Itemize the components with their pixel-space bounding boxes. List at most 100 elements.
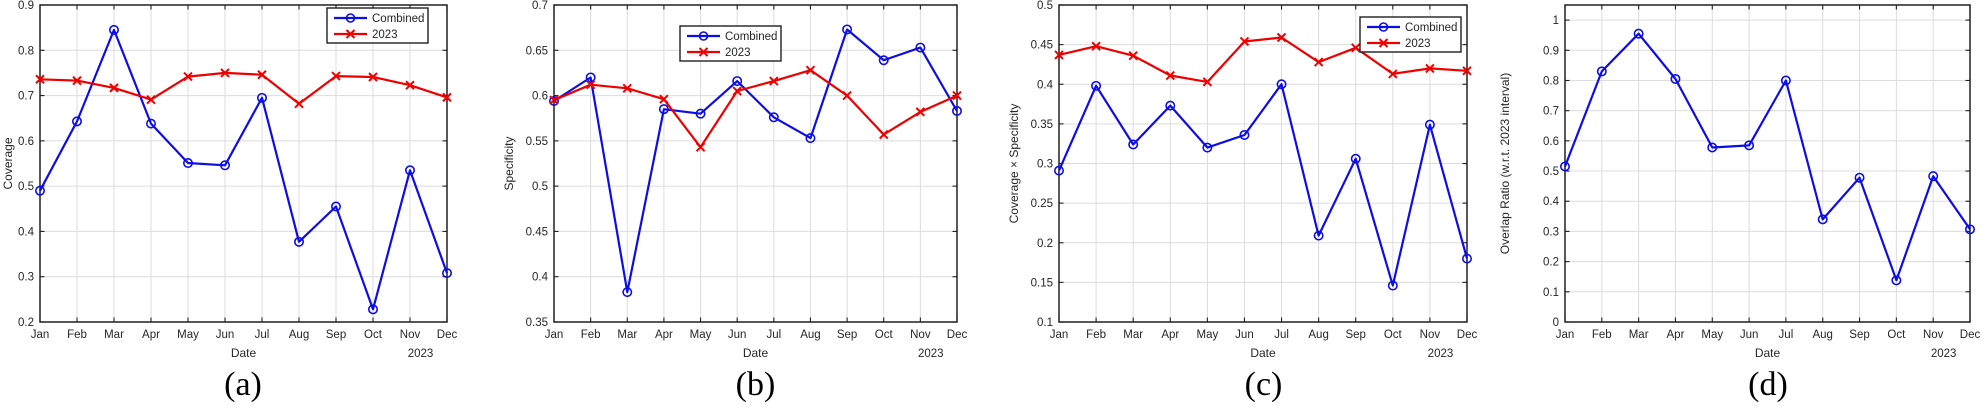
chart-panel-d: 0 0.1 0.2 0.3 0.4 0.5 0.6 0.7 0.8 0.9 1 Jan Feb Mar Ap…: [1482, 0, 1982, 408]
grid: [40, 5, 447, 322]
caption-c: (c): [1244, 366, 1283, 403]
svg-text:0.4: 0.4: [532, 272, 549, 284]
x-axis-label: Date: [743, 346, 769, 360]
svg-text:Oct: Oct: [1887, 329, 1906, 341]
svg-text:May: May: [1196, 329, 1218, 341]
svg-text:0.45: 0.45: [526, 226, 548, 238]
svg-text:0.7: 0.7: [18, 91, 34, 103]
svg-text:Oct: Oct: [364, 329, 383, 341]
series-combined-markers: [1054, 79, 1472, 291]
y-axis-label: Specificity: [502, 136, 516, 190]
series-combined-markers: [548, 24, 962, 298]
svg-text:0.3: 0.3: [1543, 226, 1559, 238]
svg-text:Aug: Aug: [800, 329, 820, 341]
chart-panel-a: Combined 2023 0.2 0.3 0.4 0.5 0.6 0.7 0.8 0.9 Jan F…: [0, 0, 490, 408]
svg-text:0.4: 0.4: [18, 226, 35, 238]
svg-text:Jul: Jul: [255, 329, 270, 341]
svg-text:Feb: Feb: [581, 329, 601, 341]
svg-text:Jan: Jan: [31, 329, 50, 341]
svg-text:Dec: Dec: [947, 329, 968, 341]
svg-text:Dec: Dec: [1960, 329, 1981, 341]
svg-text:Aug: Aug: [1308, 329, 1328, 341]
svg-text:0.35: 0.35: [1031, 119, 1053, 131]
svg-text:Nov: Nov: [400, 329, 421, 341]
series-combined-line: [1057, 83, 1469, 287]
caption-b: (b): [735, 366, 776, 403]
x-tick-labels: Jan Feb Mar Apr May Jun Jul Aug Sep Oct Nov Dec: [1556, 329, 1981, 341]
svg-text:0.5: 0.5: [1037, 0, 1053, 12]
chart-panel-b: Combined 2023 0.35 0.4 0.45 0.5 0.55 0.6 0.65 0.7…: [490, 0, 985, 408]
svg-text:0.65: 0.65: [526, 45, 548, 57]
svg-text:0.55: 0.55: [526, 136, 548, 148]
caption-d: (d): [1748, 366, 1788, 403]
series-2023-markers: [1054, 32, 1472, 87]
svg-text:Jan: Jan: [1556, 329, 1575, 341]
series-2023-line: [553, 69, 958, 149]
svg-text:Jun: Jun: [1235, 329, 1254, 341]
svg-text:Feb: Feb: [67, 329, 87, 341]
series-combined-markers: [34, 24, 452, 315]
svg-text:Jun: Jun: [1740, 329, 1759, 341]
year-label: 2023: [1931, 348, 1957, 360]
svg-text:Dec: Dec: [1457, 329, 1478, 341]
legend-entry: 2023: [372, 29, 398, 41]
svg-text:0.25: 0.25: [1031, 198, 1053, 210]
svg-text:Oct: Oct: [1384, 329, 1403, 341]
plot-border: [39, 4, 448, 323]
svg-text:0.5: 0.5: [532, 181, 548, 193]
x-axis-label: Date: [1755, 346, 1781, 360]
svg-text:Nov: Nov: [1420, 329, 1441, 341]
svg-text:Jul: Jul: [766, 329, 781, 341]
svg-text:Mar: Mar: [617, 329, 637, 341]
svg-text:Jan: Jan: [1050, 329, 1069, 341]
x-tick-labels: Jan Feb Mar Apr May Jun Jul Aug Sep Oct Nov Dec: [1050, 329, 1478, 341]
svg-text:0.4: 0.4: [1543, 196, 1560, 208]
plot-border: [1058, 4, 1468, 323]
x-tick-labels: Jan Feb Mar Apr May Jun Jul Aug Sep Oct Nov Dec: [31, 329, 458, 341]
x-axis-label: Date: [1250, 346, 1276, 360]
svg-text:0.6: 0.6: [18, 136, 34, 148]
svg-text:0.9: 0.9: [18, 0, 34, 12]
svg-text:Aug: Aug: [289, 329, 309, 341]
svg-text:Sep: Sep: [1849, 329, 1869, 341]
series-combined-line: [1563, 32, 1971, 282]
chart-panel-c: Combined 2023 0.1 0.15 0.2 0.25 0.3 0.35 0.4 0.45…: [985, 0, 1482, 408]
svg-text:0.5: 0.5: [18, 181, 34, 193]
x-tick-labels: Jan Feb Mar Apr May Jun Jul Aug Sep Oct Nov Dec: [545, 329, 968, 341]
chart-a: Combined 2023 0.2 0.3 0.4 0.5 0.6 0.7 0.8 0.9 Jan F…: [1, 0, 458, 360]
svg-text:Feb: Feb: [1086, 329, 1106, 341]
svg-text:0.8: 0.8: [18, 45, 34, 57]
legend-entry: Combined: [725, 31, 777, 43]
chart-d: 0 0.1 0.2 0.3 0.4 0.5 0.6 0.7 0.8 0.9 1 Jan Feb Mar Ap…: [1498, 4, 1981, 360]
svg-text:0.3: 0.3: [1037, 159, 1053, 171]
legend: Combined 2023: [679, 25, 782, 62]
svg-text:0.2: 0.2: [18, 317, 34, 329]
svg-text:Nov: Nov: [910, 329, 931, 341]
tick-marks: [39, 4, 448, 323]
y-tick-labels: 0.2 0.3 0.4 0.5 0.6 0.7 0.8 0.9: [18, 0, 35, 329]
legend-entry: 2023: [725, 47, 751, 59]
svg-text:Jul: Jul: [1779, 329, 1794, 341]
series-combined-markers: [1560, 28, 1975, 286]
svg-text:Jun: Jun: [728, 329, 747, 341]
svg-text:Oct: Oct: [875, 329, 894, 341]
svg-text:0.3: 0.3: [18, 272, 34, 284]
svg-text:Apr: Apr: [655, 329, 673, 341]
svg-text:0.2: 0.2: [1543, 257, 1559, 269]
svg-text:0.45: 0.45: [1031, 40, 1053, 52]
y-tick-labels: 0 0.1 0.2 0.3 0.4 0.5 0.6 0.7 0.8 0.9 1: [1543, 15, 1560, 329]
svg-text:0.7: 0.7: [1543, 106, 1559, 118]
series-2023-line: [39, 71, 448, 105]
svg-text:Apr: Apr: [1161, 329, 1179, 341]
y-tick-labels: 0.1 0.15 0.2 0.25 0.3 0.35 0.4 0.45 0.5: [1031, 0, 1054, 329]
svg-text:0.2: 0.2: [1037, 238, 1053, 250]
svg-text:Sep: Sep: [837, 329, 857, 341]
legend-entry: 2023: [1405, 38, 1431, 50]
svg-text:0.7: 0.7: [532, 0, 548, 12]
legend-entry: Combined: [1405, 22, 1457, 34]
svg-text:Feb: Feb: [1592, 329, 1612, 341]
svg-text:0.9: 0.9: [1543, 45, 1559, 57]
svg-text:Apr: Apr: [1667, 329, 1685, 341]
svg-text:May: May: [1701, 329, 1723, 341]
plot-border: [553, 4, 958, 323]
